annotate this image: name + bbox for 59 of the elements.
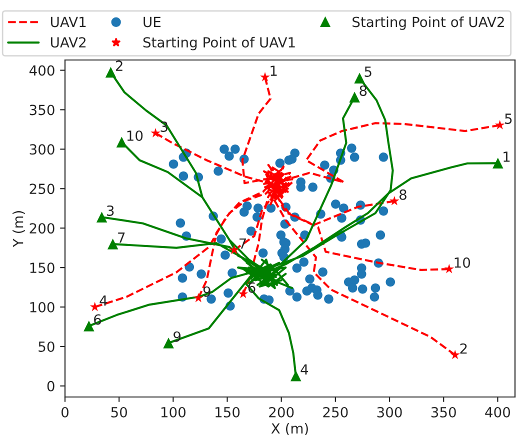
- annotation: 2: [116, 60, 122, 71]
- point: [163, 338, 174, 348]
- point: [96, 212, 108, 223]
- y-tick-label: 300: [30, 144, 54, 155]
- point: [494, 120, 505, 130]
- point: [260, 72, 270, 82]
- x-tick-label: 200: [269, 406, 294, 418]
- y-tick-label: 200: [30, 223, 54, 234]
- point: [238, 288, 248, 298]
- annotation: 3: [160, 121, 168, 132]
- x-tick-label: 100: [161, 406, 186, 418]
- legend-label: UAV2: [51, 37, 86, 48]
- point: [290, 370, 302, 382]
- legend-label: Starting Point of UAV1: [143, 36, 295, 50]
- annotation: 4: [100, 296, 108, 306]
- point: [107, 238, 118, 250]
- point: [105, 66, 116, 78]
- annotation: 1: [270, 66, 277, 76]
- y-tick-label: 50: [38, 341, 54, 352]
- point: [349, 92, 360, 103]
- point: [492, 158, 504, 169]
- annotation: 10: [127, 130, 143, 141]
- point: [450, 350, 460, 360]
- y-tick-label: 350: [30, 104, 54, 116]
- annotation: 8: [360, 85, 367, 96]
- annotation: 1: [504, 152, 510, 162]
- point: [150, 128, 160, 138]
- annotation: 7: [118, 232, 125, 243]
- x-tick-label: 350: [431, 406, 456, 418]
- x-tick-label: 400: [485, 406, 510, 418]
- x-tick-label: 50: [111, 406, 127, 418]
- point: [229, 244, 240, 254]
- y-tick-label: 400: [29, 65, 54, 76]
- point: [193, 292, 204, 302]
- annotation: 2: [460, 343, 467, 354]
- x-tick-label: 300: [377, 406, 402, 418]
- legend-label: UAV1: [51, 16, 86, 28]
- legend-label: UE: [144, 16, 161, 28]
- x-tick-label: 150: [216, 406, 240, 418]
- point: [116, 136, 128, 148]
- y-tick-label: 150: [30, 262, 54, 274]
- annotation: 3: [107, 205, 114, 216]
- x-axis-title: X (m): [271, 422, 308, 435]
- point: [444, 264, 454, 274]
- annotation: 8: [399, 189, 406, 200]
- annotation: 10: [454, 257, 470, 268]
- legend-label: Starting Point of UAV2: [352, 16, 504, 30]
- annotation: 5: [505, 114, 512, 124]
- y-tick-label: 0: [47, 380, 54, 392]
- x-tick-label: 0: [61, 406, 68, 418]
- y-axis-title: Y (m): [12, 211, 25, 248]
- annotation: 4: [300, 364, 308, 375]
- point: [354, 72, 365, 84]
- point: [389, 196, 400, 206]
- annotation: 5: [364, 66, 372, 77]
- y-tick-label: 100: [30, 302, 54, 312]
- y-tick-label: 250: [30, 184, 54, 194]
- point: [84, 320, 94, 332]
- x-tick-label: 250: [323, 406, 348, 418]
